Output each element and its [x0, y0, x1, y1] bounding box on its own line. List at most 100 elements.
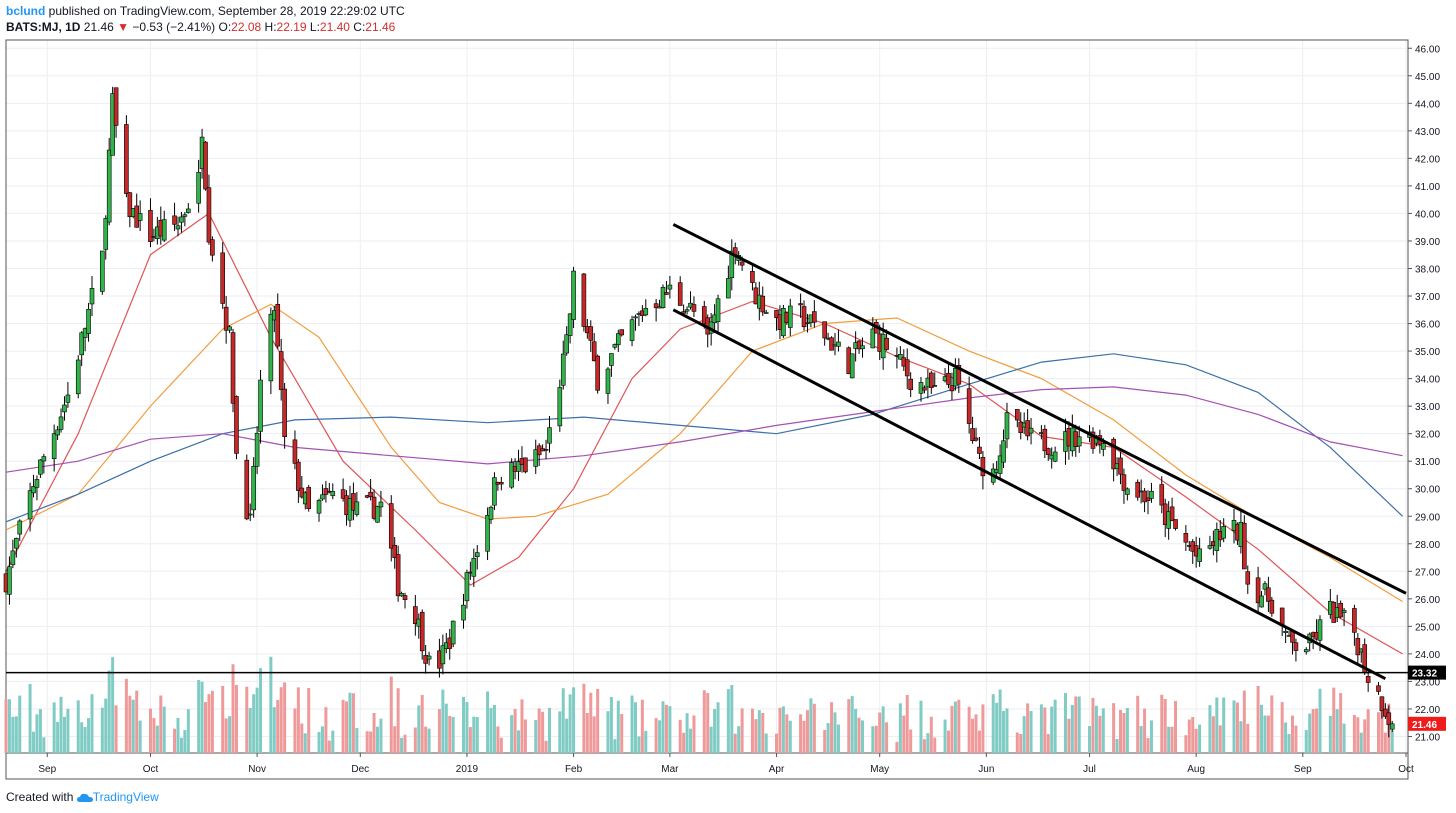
- candle-body: [86, 308, 91, 334]
- candle-body: [354, 501, 360, 515]
- tradingview-brand[interactable]: TradingView: [92, 790, 159, 804]
- volume-bar: [1091, 697, 1095, 753]
- volume-bar: [644, 730, 648, 753]
- candle-body: [1076, 436, 1082, 447]
- time-axis[interactable]: Sep Oct Nov Dec 2019 Feb Mar Apr May Jun Jul Aug Sep…: [38, 753, 1414, 775]
- volume-bar: [730, 685, 734, 753]
- volume-bar: [135, 690, 139, 753]
- price-tick-label: 32.00: [1415, 430, 1440, 441]
- author-name[interactable]: bclund: [6, 4, 46, 18]
- volume-bar: [417, 705, 421, 753]
- candle-body: [523, 457, 528, 473]
- candle-body: [79, 332, 84, 356]
- candle-body: [292, 439, 298, 464]
- volume-bar: [66, 708, 70, 753]
- candle-body: [547, 427, 552, 444]
- candle-body: [860, 345, 865, 350]
- volume-bar: [1118, 710, 1122, 753]
- candle-body: [1135, 481, 1140, 498]
- price-axis[interactable]: 21.00 22.00 23.00 24.00 25.00 26.00 27.00 28.00…: [1408, 44, 1440, 743]
- volume-bar: [974, 714, 978, 753]
- tradingview-cloud-icon: [76, 793, 93, 802]
- candle-body: [904, 359, 910, 377]
- trend-lines[interactable]: [6, 223, 1408, 681]
- volume-bar: [448, 715, 452, 753]
- candle-body: [543, 449, 549, 451]
- volume-bar: [1143, 708, 1147, 753]
- volume-bar: [1380, 708, 1384, 753]
- candle-body: [970, 428, 975, 442]
- channel-lower-line[interactable]: [672, 308, 1387, 681]
- volume-bar: [785, 714, 789, 753]
- candle-body: [485, 514, 490, 552]
- candle-body: [677, 282, 683, 306]
- volume-bar: [778, 707, 782, 753]
- volume-bar: [1339, 693, 1343, 753]
- candle-body: [234, 396, 239, 454]
- time-tick-label: Jun: [978, 764, 994, 775]
- volume-bar: [517, 730, 521, 753]
- candle-body: [340, 489, 346, 499]
- volume-bar: [1191, 717, 1195, 753]
- candle-body: [571, 270, 576, 320]
- volume-bar: [802, 720, 806, 753]
- created-with-text: Created with: [6, 790, 74, 804]
- volume-bar: [1015, 732, 1019, 753]
- volume-bar: [740, 708, 744, 753]
- volume-bar: [541, 711, 545, 753]
- time-tick-label: Feb: [565, 764, 583, 775]
- candle-body: [1001, 440, 1006, 463]
- candle-body: [643, 308, 649, 316]
- candle-body: [1266, 587, 1271, 602]
- last-price-label: 21.46: [1412, 720, 1437, 731]
- volume-bar: [1311, 708, 1315, 753]
- volume-bar: [826, 723, 830, 753]
- volume-bar: [7, 699, 11, 753]
- volume-bar: [152, 718, 156, 753]
- candle-body: [977, 446, 982, 454]
- volume-bar: [1115, 739, 1119, 753]
- candle-body: [1173, 519, 1178, 529]
- candle-body: [1365, 676, 1371, 683]
- candle-body: [206, 187, 212, 243]
- price-tick-label: 35.00: [1415, 347, 1440, 358]
- volume-bar: [1290, 715, 1294, 753]
- volume-bar: [812, 703, 816, 753]
- candles: [3, 86, 1395, 738]
- volume-bar: [547, 707, 551, 753]
- volume-bar: [1356, 717, 1360, 753]
- candle-body: [509, 462, 514, 488]
- channel-upper-line[interactable]: [672, 223, 1407, 595]
- price-tick-label: 38.00: [1415, 264, 1440, 275]
- volume-bar: [537, 708, 541, 753]
- price-tick-label: 21.00: [1415, 732, 1440, 743]
- volume-bar: [981, 704, 985, 753]
- chart-grid: [6, 40, 1408, 753]
- candle-body: [1042, 428, 1048, 452]
- volume-bar: [909, 729, 913, 753]
- candle-body: [1142, 490, 1147, 503]
- moving-averages: [5, 212, 1404, 655]
- candle-body: [58, 416, 64, 430]
- volume-bar: [296, 687, 300, 753]
- time-tick-label: Apr: [769, 764, 785, 775]
- volume-bar: [689, 728, 693, 753]
- volume-bar: [389, 676, 393, 753]
- candle-body: [664, 292, 669, 295]
- volume-bar: [654, 718, 658, 753]
- volume-bar: [162, 706, 166, 753]
- candle-body: [908, 378, 913, 391]
- candle-body: [41, 456, 47, 462]
- volume-bar: [355, 727, 359, 753]
- candle-body: [516, 461, 521, 472]
- close-value: 21.46: [365, 20, 396, 34]
- volume-bar: [1222, 697, 1226, 753]
- volume-bar: [128, 695, 132, 753]
- candle-body: [605, 368, 611, 394]
- volume-bar: [561, 688, 565, 753]
- candle-body: [10, 550, 16, 566]
- volume-bar: [754, 719, 758, 753]
- candle-body: [1183, 533, 1189, 543]
- close-label: C:: [353, 20, 366, 34]
